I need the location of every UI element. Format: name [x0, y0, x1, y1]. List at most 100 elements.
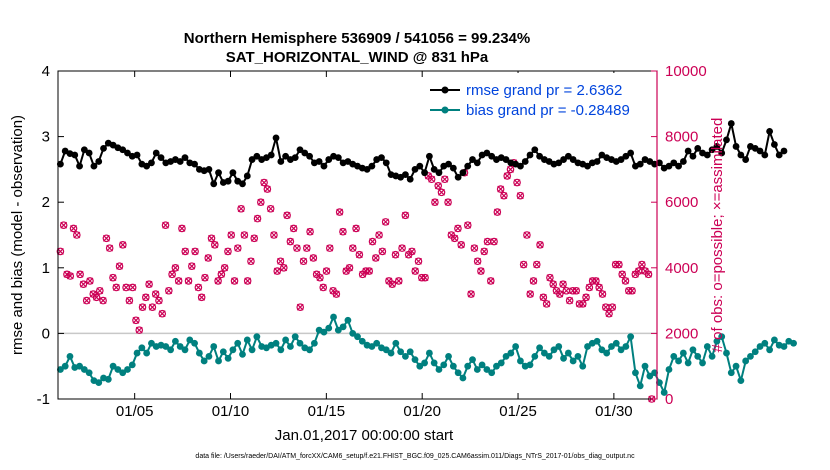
obs-possible-marker — [408, 247, 416, 256]
obs-assimilated-marker — [198, 293, 206, 301]
bias-point — [464, 362, 472, 370]
obs-possible-marker — [644, 270, 653, 279]
rmse-point — [684, 147, 692, 155]
obs-point — [145, 280, 153, 289]
obs-possible-marker — [240, 231, 249, 239]
obs-point — [171, 263, 180, 272]
obs-point — [266, 204, 275, 213]
obs-point — [529, 277, 538, 285]
bias-point — [85, 369, 93, 377]
obs-point — [316, 273, 324, 282]
bias-point — [172, 337, 179, 345]
obs-assimilated-marker — [270, 231, 278, 239]
obs-possible-marker — [348, 244, 357, 252]
bias-point — [646, 372, 654, 380]
obs-possible-marker — [119, 241, 127, 249]
obs-possible-marker — [325, 244, 334, 252]
bias-point — [253, 333, 261, 341]
obs-point — [536, 241, 544, 249]
obs-possible-marker — [96, 286, 104, 295]
bias-point — [507, 349, 515, 357]
obs-possible-marker — [421, 273, 429, 282]
y-right-tick-label: 2000 — [665, 325, 698, 342]
bias-point — [732, 362, 740, 370]
rmse-point — [483, 149, 491, 157]
rmse-point — [411, 166, 419, 173]
obs-possible-marker — [224, 247, 232, 256]
obs-assimilated-marker — [513, 179, 521, 186]
obs-point — [572, 286, 581, 295]
obs-point — [486, 277, 495, 285]
obs-point — [204, 254, 213, 262]
obs-point — [555, 290, 564, 298]
obs-assimilated-marker — [231, 277, 238, 285]
obs-point — [628, 286, 636, 295]
obs-assimilated-marker — [125, 297, 133, 305]
bias-point — [277, 346, 285, 354]
obs-assimilated-marker — [411, 267, 419, 275]
obs-assimilated-marker — [122, 284, 130, 291]
y-right-tick-label: 8000 — [665, 129, 698, 146]
obs-possible-marker — [197, 293, 206, 302]
bias-point — [665, 366, 673, 373]
rmse-point — [517, 162, 524, 170]
obs-point — [621, 277, 630, 285]
bias-point — [713, 337, 721, 345]
obs-possible-marker — [605, 309, 613, 318]
rmse-point — [756, 147, 764, 155]
obs-possible-marker — [371, 254, 380, 262]
rmse-point — [157, 154, 165, 161]
obs-assimilated-marker — [277, 257, 284, 265]
obs-assimilated-marker — [543, 300, 551, 308]
bias-point — [540, 349, 548, 357]
x-tick-label: 01/20 — [403, 403, 441, 420]
obs-possible-marker — [638, 260, 646, 269]
obs-point — [325, 244, 334, 252]
data-file-note: data file: /Users/raeder/DAI/ATM_forcXX/… — [195, 453, 635, 460]
rmse-point — [689, 152, 697, 160]
obs-point — [595, 283, 604, 292]
rmse-point — [119, 146, 127, 154]
bias-point — [421, 359, 428, 367]
obs-point — [440, 175, 449, 184]
obs-point — [450, 234, 459, 243]
obs-assimilated-marker — [484, 238, 491, 245]
obs-possible-marker — [171, 263, 180, 272]
rmse-point — [718, 149, 726, 157]
obs-point — [105, 244, 114, 252]
obs-point — [480, 247, 489, 256]
bias-point — [593, 337, 601, 345]
rmse-point — [723, 136, 730, 144]
obs-possible-marker — [174, 277, 183, 285]
obs-point — [526, 290, 535, 298]
obs-point — [96, 286, 104, 295]
rmse-point — [56, 160, 64, 168]
obs-point — [608, 303, 617, 311]
obs-possible-marker — [618, 270, 626, 279]
obs-possible-marker — [319, 283, 328, 292]
obs-assimilated-marker — [549, 280, 557, 288]
obs-possible-marker — [598, 290, 607, 298]
bias-point — [517, 357, 524, 365]
obs-assimilated-marker — [467, 290, 475, 298]
bias-point — [397, 348, 405, 356]
obs-assimilated-marker — [204, 254, 212, 262]
legend-bias-label: bias grand pr = -0.28489 — [466, 102, 630, 119]
bias-point — [200, 357, 208, 365]
obs-point — [289, 224, 298, 233]
obs-point — [82, 296, 91, 305]
obs-point — [605, 309, 613, 318]
obs-assimilated-marker — [162, 221, 169, 229]
x-axis: 01/05 01/10 01/15 01/20 01/25 01/30 — [116, 71, 633, 420]
rmse-point — [454, 173, 462, 181]
bias-point — [66, 352, 74, 360]
rmse-point — [727, 120, 735, 127]
obs-possible-marker — [555, 290, 564, 298]
obs-point — [73, 231, 81, 239]
obs-assimilated-marker — [526, 290, 534, 298]
obs-assimilated-marker — [497, 185, 505, 193]
obs-possible-marker — [59, 221, 68, 229]
obs-assimilated-marker — [99, 297, 107, 305]
rmse-point — [531, 146, 539, 154]
obs-point — [168, 270, 176, 279]
